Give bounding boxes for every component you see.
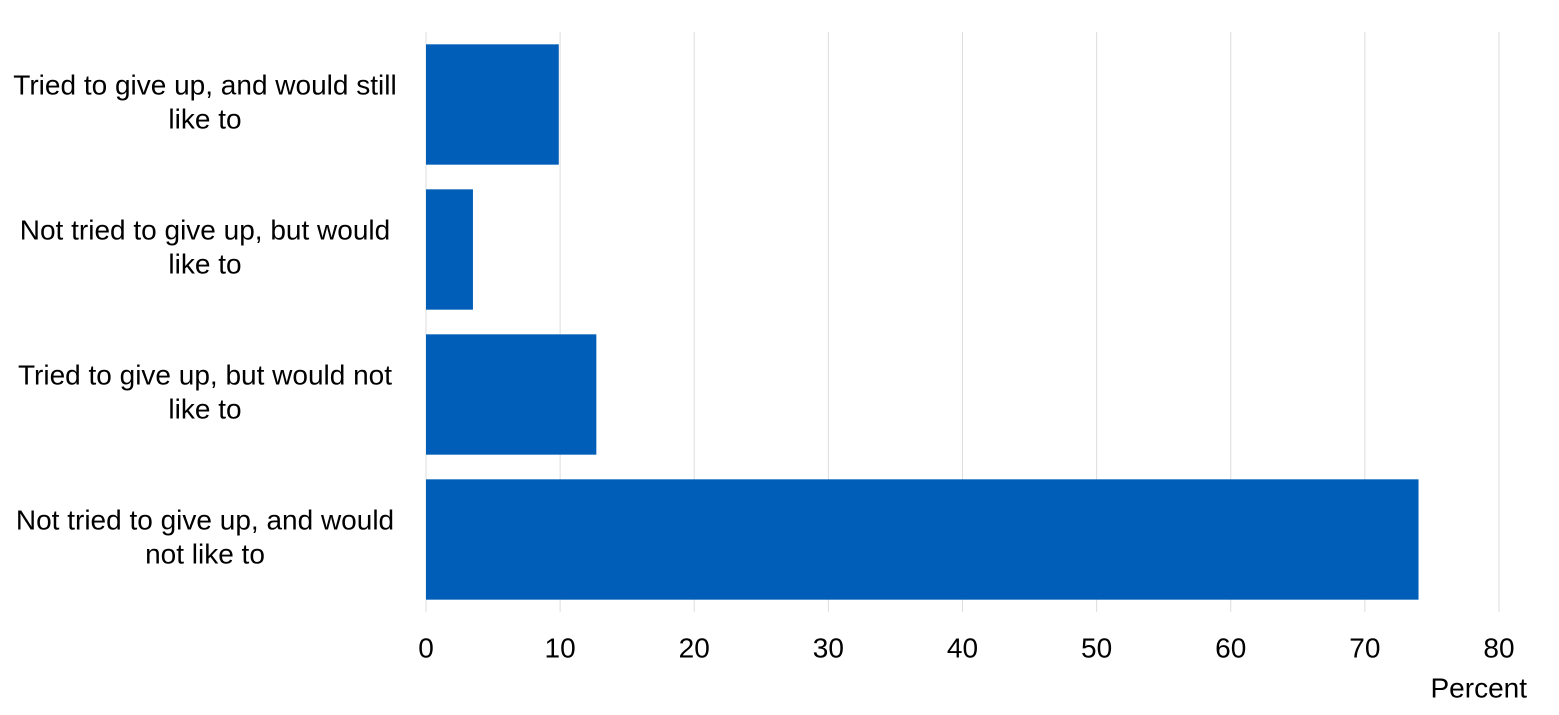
x-tick-label: 40 bbox=[947, 632, 978, 663]
bar bbox=[426, 334, 597, 455]
bar bbox=[426, 479, 1419, 600]
y-tick-label: Not tried to give up, but would like to bbox=[20, 215, 390, 280]
x-tick-label: 60 bbox=[1215, 632, 1246, 663]
x-tick-label: 10 bbox=[545, 632, 576, 663]
y-tick-label: Not tried to give up, and would not like … bbox=[16, 505, 394, 570]
bars bbox=[426, 44, 1419, 600]
y-tick-label: Tried to give up, but would not like to bbox=[18, 360, 392, 425]
bar bbox=[426, 44, 559, 165]
x-axis-label: Percent bbox=[1431, 672, 1528, 703]
x-tick-label: 80 bbox=[1483, 632, 1514, 663]
x-tick-label: 0 bbox=[418, 632, 434, 663]
x-tick-label: 20 bbox=[679, 632, 710, 663]
bar bbox=[426, 189, 473, 310]
y-tick-label: Tried to give up, and would still like to bbox=[13, 70, 396, 135]
x-tick-label: 30 bbox=[813, 632, 844, 663]
grid bbox=[425, 32, 1500, 612]
x-tick-label: 70 bbox=[1349, 632, 1380, 663]
x-tick-label: 50 bbox=[1081, 632, 1112, 663]
